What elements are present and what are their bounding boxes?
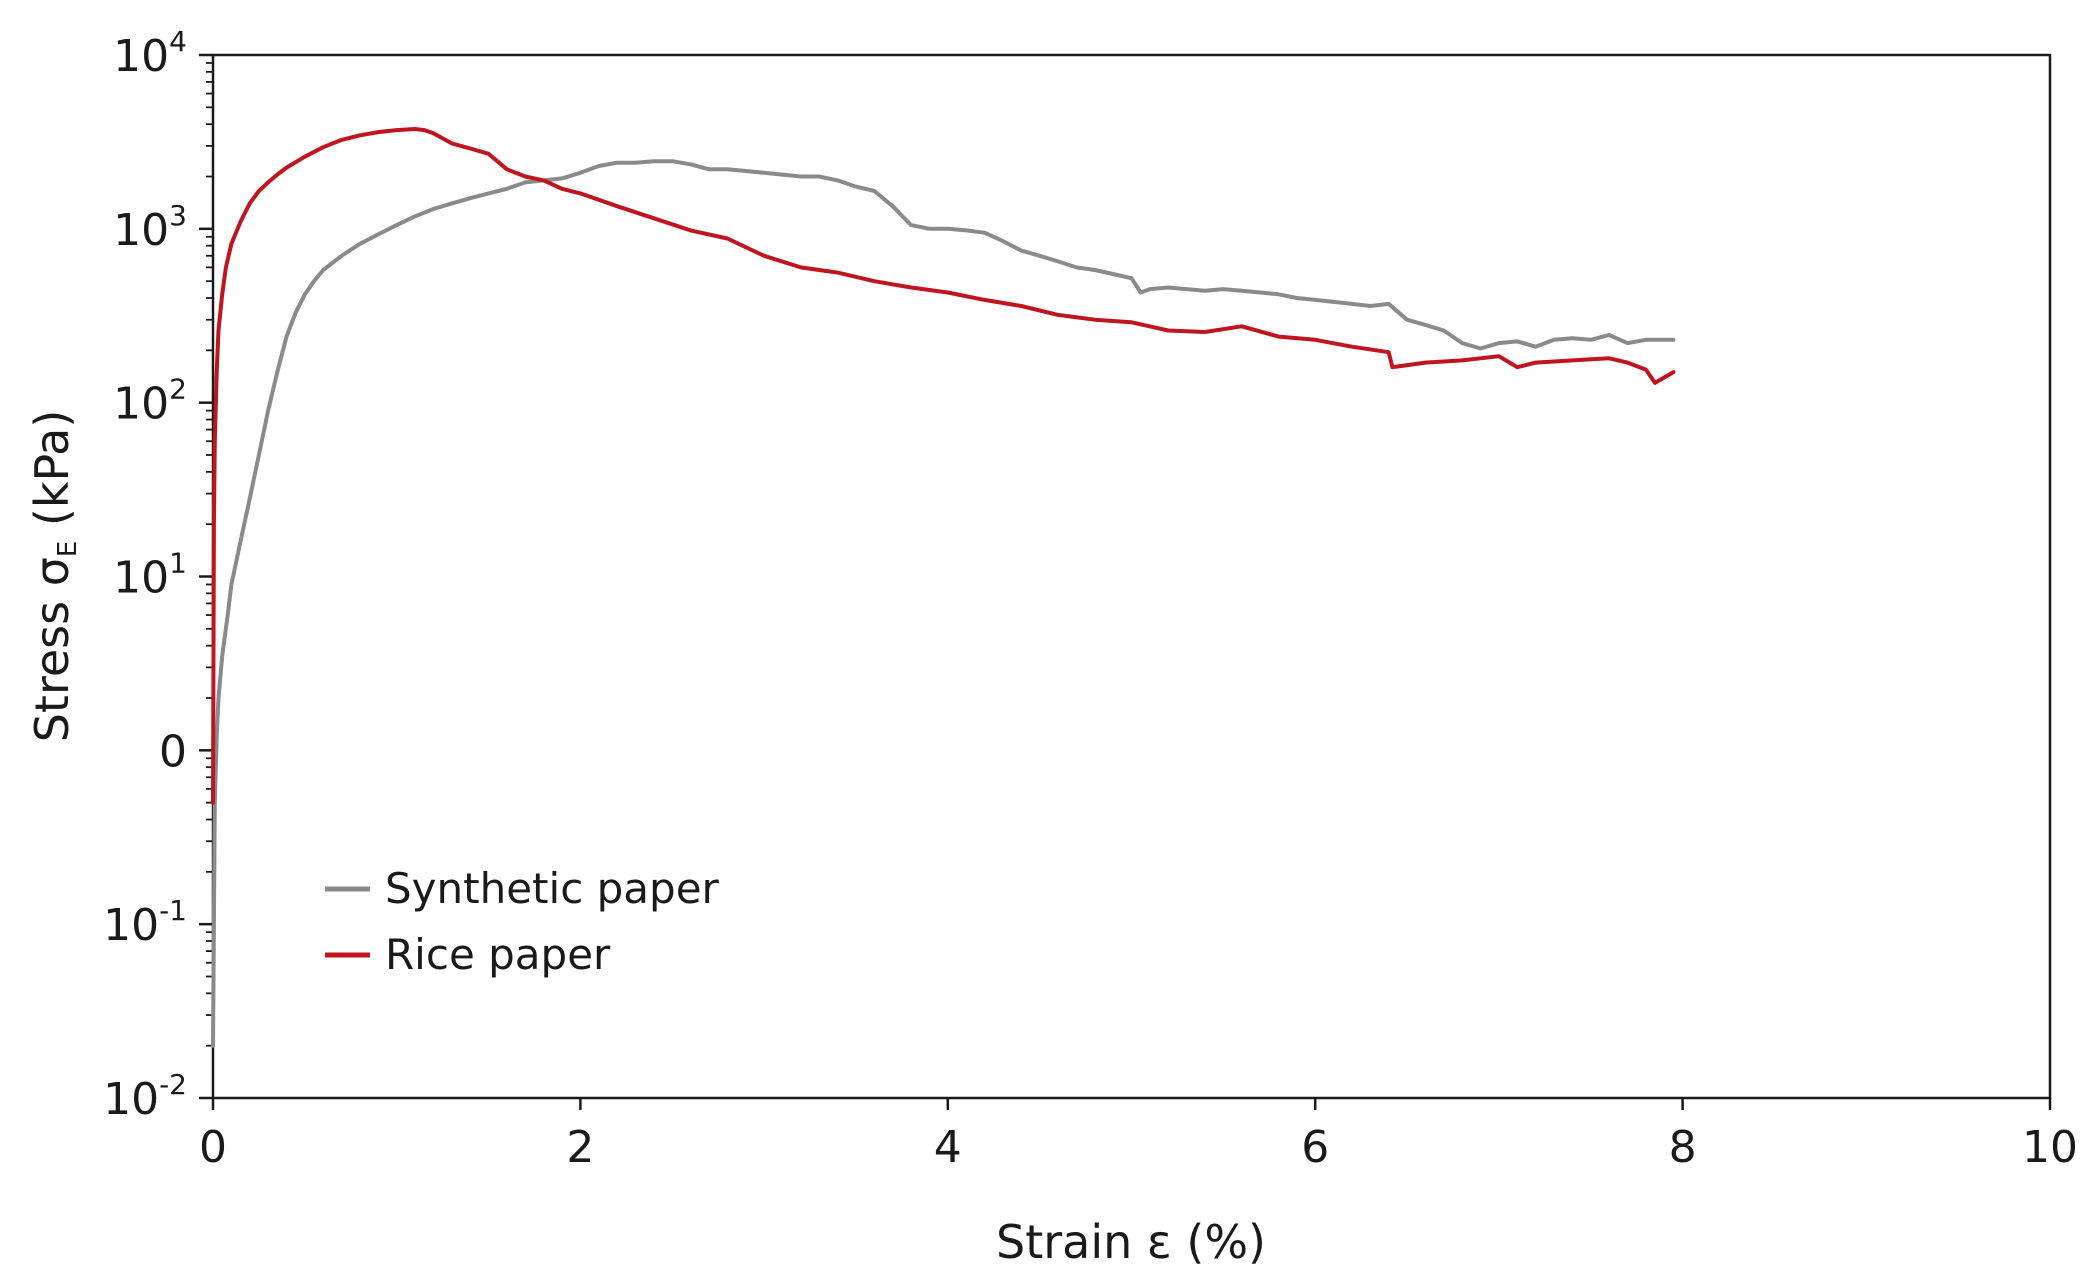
y-tick-label-exponent: 4 — [169, 25, 187, 58]
y-tick-label-0: 10-2 — [103, 1068, 187, 1125]
y-tick-label-exponent: 3 — [169, 199, 187, 232]
y-tick-label-base: 10 — [103, 1074, 159, 1125]
y-tick-label-exponent: -2 — [159, 1068, 187, 1101]
x-tick-label-0: 0 — [199, 1122, 227, 1173]
y-tick-label-base: 10 — [113, 553, 169, 604]
y-tick-label-5: 103 — [113, 199, 187, 256]
y-tick-label-2: 0 — [159, 726, 187, 777]
y-tick-label-base: 0 — [159, 726, 187, 777]
y-axis-title-main: Stress σ — [25, 557, 79, 742]
y-tick-label-3: 101 — [113, 547, 187, 604]
legend: Synthetic paper Rice paper — [325, 864, 720, 979]
x-axis-title: Strain ε (%) — [996, 1215, 1266, 1269]
x-tick-label-5: 10 — [2022, 1122, 2078, 1173]
y-tick-label-6: 104 — [113, 25, 187, 82]
y-tick-label-base: 10 — [103, 900, 159, 951]
legend-label-rice-paper: Rice paper — [385, 930, 611, 979]
y-tick-label-base: 10 — [113, 379, 169, 430]
series-line-synthetic-paper — [211, 159, 1676, 1048]
y-tick-label-exponent: 1 — [169, 547, 187, 580]
x-tick-label-3: 6 — [1301, 1122, 1329, 1173]
y-tick-label-exponent: -1 — [159, 894, 187, 927]
y-tick-label-4: 102 — [113, 373, 187, 430]
series-layer — [211, 127, 1676, 1048]
y-tick-label-base: 10 — [113, 205, 169, 256]
y-axis-title: Stress σE (kPa) — [25, 410, 83, 743]
x-tick-label-4: 8 — [1669, 1122, 1697, 1173]
y-axis-title-subscript: E — [53, 541, 83, 557]
x-tick-label-2: 4 — [934, 1122, 962, 1173]
legend-label-synthetic-paper: Synthetic paper — [385, 864, 720, 913]
y-tick-label-1: 10-1 — [103, 894, 187, 951]
x-tick-label-1: 2 — [566, 1122, 594, 1173]
y-axis-title-unit: (kPa) — [25, 410, 79, 541]
y-tick-label-base: 10 — [113, 31, 169, 82]
series-line-rice-paper — [211, 127, 1676, 805]
y-tick-label-exponent: 2 — [169, 373, 187, 406]
